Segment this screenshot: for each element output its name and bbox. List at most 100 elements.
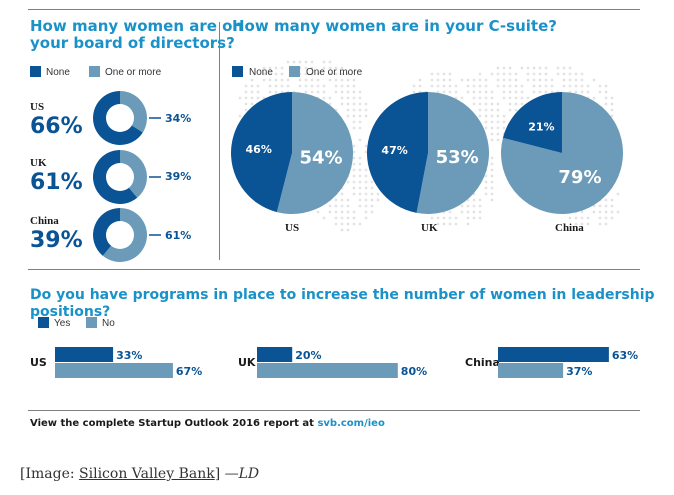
map-dot xyxy=(244,102,248,106)
map-dot xyxy=(442,72,446,76)
map-dot xyxy=(508,78,512,82)
csuite-legend-none-swatch xyxy=(232,66,243,77)
map-dot xyxy=(580,72,584,76)
map-dot xyxy=(256,84,260,88)
map-dot xyxy=(454,90,458,94)
map-dot xyxy=(520,96,524,100)
map-dot xyxy=(268,78,272,82)
footer-link[interactable]: svb.com/ieo xyxy=(317,418,385,429)
map-dot xyxy=(484,114,488,118)
map-dot xyxy=(496,126,500,130)
map-dot xyxy=(472,204,476,208)
map-dot xyxy=(478,210,482,214)
map-dot xyxy=(604,216,608,220)
map-dot xyxy=(598,222,602,226)
map-dot xyxy=(268,84,272,88)
map-dot xyxy=(358,156,362,160)
map-dot xyxy=(520,66,524,70)
programs-bar-yes-us xyxy=(55,347,114,362)
map-dot xyxy=(586,216,590,220)
csuite-slice-one-uk xyxy=(416,92,489,214)
map-dot xyxy=(352,114,356,118)
map-dot xyxy=(616,210,620,214)
map-dot xyxy=(334,66,338,70)
map-dot xyxy=(502,120,506,124)
programs-legend-yes-label: Yes xyxy=(54,318,71,329)
map-dot xyxy=(346,222,350,226)
map-dot xyxy=(430,72,434,76)
map-dot xyxy=(346,180,350,184)
map-dot xyxy=(364,150,368,154)
map-dot xyxy=(520,90,524,94)
map-dot xyxy=(466,84,470,88)
map-dot xyxy=(274,78,278,82)
map-dot xyxy=(496,108,500,112)
map-dot xyxy=(562,84,566,88)
map-dot xyxy=(484,180,488,184)
map-dot xyxy=(304,66,308,70)
map-dot xyxy=(262,66,266,70)
csuite-label-one-us: 54% xyxy=(300,148,343,169)
map-dot xyxy=(346,210,350,214)
programs-country-uk: UK xyxy=(238,356,256,369)
map-dot xyxy=(478,102,482,106)
map-dot xyxy=(364,180,368,184)
map-dot xyxy=(430,78,434,82)
map-dot xyxy=(322,96,326,100)
map-dot xyxy=(490,156,494,160)
map-dot xyxy=(592,78,596,82)
map-dot xyxy=(490,114,494,118)
map-dot xyxy=(490,126,494,130)
caption-source-link[interactable]: Silicon Valley Bank xyxy=(79,466,215,482)
map-dot xyxy=(484,78,488,82)
map-dot xyxy=(238,96,242,100)
map-dot xyxy=(472,210,476,214)
map-dot xyxy=(346,216,350,220)
board-legend-none-label: None xyxy=(46,67,70,78)
map-dot xyxy=(460,96,464,100)
map-dot xyxy=(364,144,368,148)
map-dot xyxy=(610,102,614,106)
map-dot xyxy=(478,96,482,100)
map-dot xyxy=(280,84,284,88)
map-dot xyxy=(304,78,308,82)
map-dot xyxy=(358,114,362,118)
programs-label-no-uk: 80% xyxy=(401,365,427,378)
programs-bar-yes-uk xyxy=(257,347,293,362)
map-dot xyxy=(604,96,608,100)
map-dot xyxy=(514,72,518,76)
map-dot xyxy=(544,72,548,76)
map-dot xyxy=(454,84,458,88)
map-dot xyxy=(334,198,338,202)
map-dot xyxy=(358,192,362,196)
programs-label-no-china: 37% xyxy=(566,365,592,378)
donut-hole xyxy=(106,163,134,191)
donut-hole xyxy=(106,104,134,132)
map-dot xyxy=(550,84,554,88)
map-dot xyxy=(502,114,506,118)
map-dot xyxy=(358,162,362,166)
caption-prefix: [Image: xyxy=(20,466,80,482)
map-dot xyxy=(502,78,506,82)
map-dot xyxy=(358,174,362,178)
caption-suffix: ] xyxy=(214,466,225,482)
map-dot xyxy=(352,150,356,154)
map-dot xyxy=(304,90,308,94)
map-dot xyxy=(316,84,320,88)
map-dot xyxy=(508,90,512,94)
map-dot xyxy=(352,162,356,166)
map-dot xyxy=(466,222,470,226)
map-dot xyxy=(508,66,512,70)
map-dot xyxy=(346,114,350,118)
map-dot xyxy=(484,186,488,190)
map-dot xyxy=(520,102,524,106)
csuite-legend-none-label: None xyxy=(249,67,273,78)
map-dot xyxy=(520,84,524,88)
programs-label-yes-uk: 20% xyxy=(295,349,321,362)
map-dot xyxy=(496,132,500,136)
map-dot xyxy=(364,102,368,106)
map-dot xyxy=(364,174,368,178)
programs-label-yes-us: 33% xyxy=(116,349,142,362)
csuite-pie-chart: 54% 46% 53% 47% 79% 21% xyxy=(231,92,624,215)
map-dot xyxy=(484,126,488,130)
